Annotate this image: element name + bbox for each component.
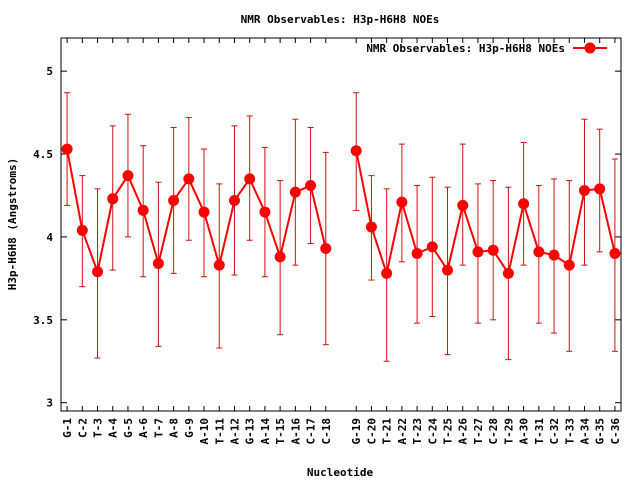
x-tick-label: A-26 xyxy=(457,418,470,445)
data-point xyxy=(274,251,286,263)
data-point xyxy=(305,180,317,192)
x-tick-label: C-17 xyxy=(305,418,318,445)
data-point xyxy=(320,243,332,255)
series-line-segment xyxy=(355,150,616,278)
series-line-segment xyxy=(66,148,327,276)
data-point xyxy=(168,194,180,206)
x-tick-label: G-13 xyxy=(244,418,257,445)
x-tick-label: A-12 xyxy=(228,418,241,445)
x-tick-label: T-23 xyxy=(411,418,424,445)
series-line xyxy=(66,148,616,278)
y-tick-label: 4 xyxy=(46,231,53,244)
y-tick-label: 3 xyxy=(46,397,53,410)
data-point xyxy=(381,267,393,279)
data-point xyxy=(396,196,408,208)
x-tick-label: A-8 xyxy=(168,418,181,438)
x-tick-label: T-29 xyxy=(502,418,515,445)
x-tick-label: T-15 xyxy=(274,418,287,445)
x-tick-label: A-10 xyxy=(198,418,211,445)
x-tick-label: T-3 xyxy=(92,418,105,438)
data-point xyxy=(213,259,225,271)
plot-frame xyxy=(60,37,622,412)
data-point xyxy=(183,173,195,185)
x-tick-label: T-7 xyxy=(152,418,165,438)
data-point xyxy=(365,221,377,233)
data-point xyxy=(228,194,240,206)
data-point xyxy=(350,145,362,157)
data-point xyxy=(61,143,73,155)
x-tick-label: A-34 xyxy=(578,418,591,445)
x-tick-label: A-14 xyxy=(259,418,272,445)
x-tick-label: C-32 xyxy=(548,418,561,445)
data-point xyxy=(563,259,575,271)
data-point xyxy=(472,246,484,258)
data-point xyxy=(487,244,499,256)
data-point xyxy=(137,204,149,216)
data-point xyxy=(244,173,256,185)
x-tick-label: C-28 xyxy=(487,418,500,445)
x-tick-label: T-31 xyxy=(533,418,546,445)
data-point xyxy=(502,267,514,279)
x-axis-label: Nucleotide xyxy=(307,466,374,479)
x-tick-label: A-4 xyxy=(107,418,120,438)
chart-title: NMR Observables: H3p-H6H8 NOEs xyxy=(241,13,440,26)
x-tick-label: C-36 xyxy=(609,418,622,445)
data-point xyxy=(92,266,104,278)
x-tick-label: G-1 xyxy=(61,418,74,438)
series-points xyxy=(61,143,621,279)
legend: NMR Observables: H3p-H6H8 NOEs xyxy=(366,42,607,55)
data-point xyxy=(442,264,454,276)
data-point xyxy=(426,241,438,253)
data-point xyxy=(578,185,590,197)
x-tick-label: A-22 xyxy=(396,418,409,445)
data-point xyxy=(457,199,469,211)
x-tick-label: T-21 xyxy=(381,418,394,445)
y-tick-label: 5 xyxy=(46,65,53,78)
x-tick-label: T-33 xyxy=(563,418,576,445)
y-tick-label: 3.5 xyxy=(33,314,53,327)
data-point xyxy=(107,193,119,205)
data-point xyxy=(594,183,606,195)
x-tick-label: C-24 xyxy=(426,418,439,445)
legend-label: NMR Observables: H3p-H6H8 NOEs xyxy=(366,42,565,55)
data-point xyxy=(411,248,423,260)
x-tick-label: T-27 xyxy=(472,418,485,445)
x-tick-label: C-18 xyxy=(320,418,333,445)
x-tick-label: G-19 xyxy=(350,418,363,445)
x-axis: G-1 C-2 T-3 A-4 G-5 A-6 T-7 A-8 G-9 A-10 T-11 A-12 G… xyxy=(61,38,622,445)
x-tick-label: G-35 xyxy=(594,418,607,445)
legend-marker xyxy=(584,42,596,54)
x-tick-label: C-2 xyxy=(76,418,89,438)
x-tick-label: G-9 xyxy=(183,418,196,438)
x-tick-label: A-16 xyxy=(289,418,302,445)
x-tick-label: T-25 xyxy=(442,418,455,445)
x-tick-label: T-11 xyxy=(213,418,226,445)
data-point xyxy=(152,257,164,269)
data-point xyxy=(289,186,301,198)
data-point xyxy=(609,248,621,260)
data-point xyxy=(533,246,545,258)
y-axis-label: H3p-H6H8 (Angstroms) xyxy=(6,158,19,290)
y-tick-label: 4.5 xyxy=(33,148,53,161)
x-tick-label: A-30 xyxy=(518,418,531,445)
data-point xyxy=(548,249,560,261)
x-tick-label: G-5 xyxy=(122,418,135,438)
data-point xyxy=(76,224,88,236)
data-point xyxy=(122,170,134,182)
x-tick-label: A-6 xyxy=(137,418,150,438)
data-point xyxy=(259,206,271,218)
y-axis: 3 3.5 4 4.5 5 xyxy=(33,65,621,410)
x-tick-label: C-20 xyxy=(365,418,378,445)
data-point xyxy=(518,198,530,210)
data-point xyxy=(198,206,210,218)
